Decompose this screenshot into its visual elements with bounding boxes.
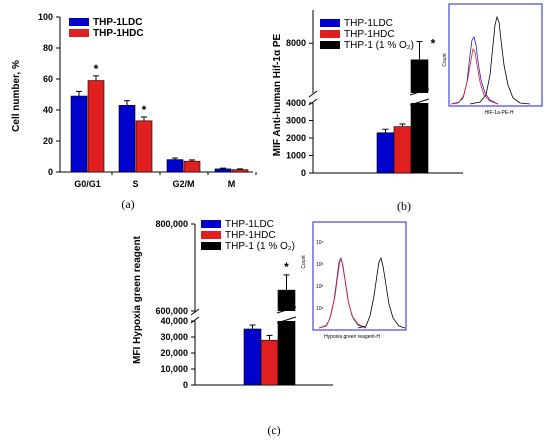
panel-c-inset-y-tick-label-2: 10³ [316, 262, 324, 268]
panel-c-y-tick-label-5: 600,000 [155, 306, 188, 316]
panel-c-legend-swatch-1 [201, 231, 221, 239]
panel-b-y-tick-label-0: 0 [301, 168, 306, 178]
panel-c-inset-x-label: Hypoxia green reagent-H [324, 334, 380, 340]
panel-b-y-axis-label: MIF Anti-human Hif-1α PE [272, 33, 283, 156]
panel-b-y-tick-label-1: 1000 [286, 151, 306, 161]
panel-b-y-tick-label-4: 4000 [286, 98, 306, 108]
panel-b-star-2: * [431, 37, 436, 51]
panel-c-axis-break [190, 308, 200, 324]
panel-b-bar-2 [410, 59, 429, 174]
panel-a-legend-swatch-0 [69, 18, 89, 26]
panel-b-y-tick-label-5: 8000 [286, 38, 306, 48]
panel-a-y-tick-label-1: 20 [43, 136, 53, 146]
panel-b-inset-histogram: HIF-1a-PE-H Count [442, 3, 543, 116]
panel-b-inset-curve-ldc [450, 36, 499, 105]
panel-c-bar-2 [277, 289, 296, 386]
panel-c-y-tick-label-4: 40,000 [160, 316, 188, 326]
panel-c-bar-0 [243, 328, 262, 386]
panel-c-inset-y-label: Count [301, 255, 307, 269]
panel-c-legend-label-0: THP-1LDC [225, 219, 274, 230]
panel-c-inset-curve-hdc [318, 259, 367, 329]
panel-c-bar-1 [260, 339, 279, 386]
panel-a-label: (a) [121, 197, 134, 211]
panel-a-bar-2-1 [183, 160, 201, 173]
panel-b-inset-curve-hypoxia [469, 15, 531, 105]
panel-a-bar-0-0 [70, 95, 88, 173]
panel-c-y-tick-label-1: 10,000 [160, 364, 188, 374]
panel-b-inset-frame [448, 3, 543, 107]
panel-a-bar-2-0 [166, 159, 184, 173]
panel-a-legend-swatch-1 [69, 29, 89, 37]
panel-c-star-2: * [284, 260, 289, 274]
panel-c-y-tick-label-6: 800,000 [155, 219, 188, 229]
panel-a-legend-label-0: THP-1LDC [93, 17, 142, 28]
panel-c-legend-label-1: THP-1HDC [225, 230, 276, 241]
panel-a-star-0-1: * [94, 62, 99, 76]
panel-b-y-tick-label-2: 2000 [286, 133, 306, 143]
panel-a-bar-1-1 [135, 120, 153, 173]
panel-c-bar-break-gap-2 [277, 311, 296, 321]
panel-c-y-tick-label-3: 30,000 [160, 332, 188, 342]
panel-b-legend-swatch-1 [320, 30, 340, 38]
panel-a-y-tick-label-3: 60 [43, 74, 53, 84]
panel-a-x-tick-label-0: G0/G1 [74, 179, 101, 189]
panel-c-y-tick-label-2: 20,000 [160, 348, 188, 358]
panel-c-inset-y-tick-label-1: 10² [316, 284, 324, 290]
panel-a-y-axis-label: Cell number, % [11, 60, 22, 132]
panel-a-chart: 0 20 40 60 80 100 G0/G1 S G2/M M * * Cell number,… [11, 12, 257, 211]
panel-b-legend-label-2: THP-1 (1 % O₂) [344, 40, 414, 51]
panel-a-bar-3-0 [214, 168, 232, 173]
panel-c-y-tick-label-0: 0 [183, 380, 188, 390]
panel-a-bar-0-1 [87, 80, 105, 173]
panel-a-y-tick-label-0: 0 [48, 167, 53, 177]
panel-b-inset-y-label: Count [442, 53, 448, 67]
panel-b-axis-break [308, 90, 318, 106]
panel-b-legend-swatch-2 [320, 41, 340, 49]
panel-b-bar-break-marks-2 [409, 88, 430, 106]
panel-b-label: (b) [397, 199, 411, 213]
panel-a-y-tick-label-5: 100 [38, 12, 53, 22]
panel-c-bar-break-marks-2 [276, 306, 297, 324]
panel-c-inset-curve-hypoxia [357, 256, 406, 329]
panel-c-inset-frame [312, 221, 407, 331]
panel-c-legend-label-2: THP-1 (1 % O₂) [225, 241, 295, 252]
panel-b-legend-label-0: THP-1LDC [344, 18, 393, 29]
panel-c-label: (c) [267, 423, 280, 437]
panel-c-inset-y-tick-label-0: 10¹ [316, 306, 324, 312]
panel-a-x-tick-label-2: G2/M [172, 179, 194, 189]
panel-b-legend-label-1: THP-1HDC [344, 29, 395, 40]
panel-c-inset-histogram: 10¹ 10² 10³ 10⁴ Hypoxia green reagent-H Cou… [301, 221, 407, 340]
panel-a-y-tick-label-2: 40 [43, 105, 53, 115]
panel-b-y-tick-label-3: 3000 [286, 116, 306, 126]
panel-a-y-tick-label-4: 80 [43, 43, 53, 53]
panel-a-x-tick-label-1: S [132, 179, 138, 189]
panel-c-legend-swatch-0 [201, 220, 221, 228]
panel-a-bar-3-1 [231, 169, 249, 173]
panel-b-chart: 0 1000 2000 3000 4000 8000 * MIF Anti-human H… [272, 3, 543, 213]
panel-b-bar-1 [393, 126, 412, 174]
panel-a-legend-label-1: THP-1HDC [93, 28, 144, 39]
panel-b-bar-0 [376, 132, 395, 174]
panel-b-inset-x-label: HIF-1a-PE-H [485, 110, 514, 116]
panel-b-bar-break-gap-2 [410, 93, 429, 103]
panel-c-inset-y-tick-label-3: 10⁴ [316, 240, 324, 246]
panel-b-legend-swatch-0 [320, 19, 340, 27]
panel-a-x-tick-label-3: M [228, 179, 236, 189]
panel-a-bar-1-0 [118, 105, 136, 173]
panel-c-chart: 010,00020,00030,00040,000600,000800,000 … [132, 219, 407, 437]
panel-c-y-axis-label: MFI Hypoxia green reagent [132, 235, 143, 363]
panel-c-legend-swatch-2 [201, 242, 221, 250]
panel-a-star-1-1: * [142, 103, 147, 117]
